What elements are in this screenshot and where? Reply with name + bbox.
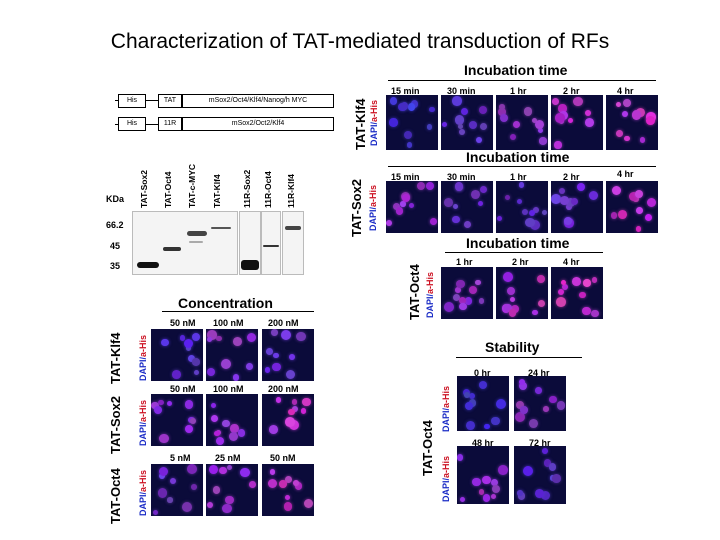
micrograph-image [262, 464, 314, 516]
time-label: 1 hr [456, 257, 473, 267]
micrograph-image [386, 95, 438, 150]
concentration-value: 50 nM [170, 318, 196, 328]
gel-lane-label: 11R-Klf4 [286, 173, 296, 208]
gel-lane-label: 11R-Sox2 [242, 169, 252, 208]
stain-label: DAPI/a-His [138, 469, 148, 516]
stain-label: DAPI/a-His [369, 99, 379, 146]
concentration-value: 100 nM [213, 384, 244, 394]
stain-label: DAPI/a-His [441, 385, 451, 432]
time-label: 2 hr [563, 86, 580, 96]
gel-lane-label: TAT-Oct4 [163, 171, 173, 208]
gel-lane-label: 11R-Oct4 [263, 171, 273, 208]
micrograph-image [551, 181, 603, 233]
gel-panel-11r-klf4 [282, 211, 304, 275]
time-label: 4 hr [617, 86, 634, 96]
stability-protein-label: TAT-Oct4 [420, 420, 435, 476]
concentration-row-label: TAT-Oct4 [108, 468, 123, 524]
micrograph-image [206, 394, 258, 446]
concentration-value: 50 nM [170, 384, 196, 394]
stain-label: DAPI/a-His [368, 184, 378, 231]
construct-tat-genes: mSox2/Oct4/Klf4/Nanog/h MYC [182, 94, 334, 108]
stability-time: 24 hr [528, 368, 550, 378]
concentration-row-label: TAT-Klf4 [108, 332, 123, 384]
stability-header: Stability [485, 339, 540, 355]
stain-label: DAPI/a-His [441, 455, 451, 502]
gel-lane-label: TAT-Klf4 [212, 174, 222, 208]
slide-title: Characterization of TAT-mediated transdu… [110, 30, 610, 53]
incubation-protein-label: TAT-Sox2 [349, 178, 364, 237]
stain-label: DAPI/a-His [138, 399, 148, 446]
micrograph-image [441, 267, 493, 319]
time-label: 30 min [447, 172, 476, 182]
time-label: 2 hr [512, 257, 529, 267]
marker-35: 35 [110, 261, 121, 271]
micrograph-image [496, 95, 548, 150]
time-label: 4 hr [617, 169, 634, 179]
concentration-value: 200 nM [268, 318, 299, 328]
concentration-value: 100 nM [213, 318, 244, 328]
micrograph-image [457, 376, 509, 431]
concentration-header: Concentration [178, 295, 273, 311]
gel-panel-tat [132, 211, 238, 275]
construct-tat-tag: TAT [158, 94, 182, 108]
micrograph-image [551, 267, 603, 319]
micrograph-image [496, 181, 548, 233]
construct-his-tag: His [118, 94, 146, 108]
construct-11r-genes: mSox2/Oct2/Klf4 [182, 117, 334, 131]
construct-his-tag-2: His [118, 117, 146, 131]
marker-66: 66.2 [106, 220, 124, 230]
incubation-protein-label: TAT-Klf4 [353, 98, 368, 150]
time-label: 15 min [391, 86, 420, 96]
micrograph-image [551, 95, 603, 150]
micrograph-image [151, 329, 203, 381]
micrograph-image [457, 446, 509, 504]
micrograph-image [606, 95, 658, 150]
micrograph-image [441, 95, 493, 150]
micrograph-image [514, 376, 566, 431]
stability-time: 0 hr [474, 368, 491, 378]
micrograph-image [606, 181, 658, 233]
micrograph-image [514, 446, 566, 504]
marker-45: 45 [110, 241, 121, 251]
concentration-value: 200 nM [268, 384, 299, 394]
micrograph-image [206, 329, 258, 381]
micrograph-image [151, 464, 203, 516]
micrograph-image [262, 394, 314, 446]
gel-panel-11r-sox2 [239, 211, 261, 275]
time-label: 2 hr [563, 172, 580, 182]
concentration-row-label: TAT-Sox2 [108, 395, 123, 454]
incubation-header: Incubation time [466, 235, 570, 251]
incubation-protein-label: TAT-Oct4 [407, 264, 422, 320]
gel-lane-label: TAT-c-MYC [187, 163, 197, 208]
stain-label: DAPI/a-His [138, 334, 148, 381]
stability-time: 72 hr [529, 438, 551, 448]
gel-panel-11r-oct4 [261, 211, 281, 275]
time-label: 15 min [391, 172, 420, 182]
micrograph-image [441, 181, 493, 233]
gel-lane-label: TAT-Sox2 [139, 170, 149, 208]
stability-time: 48 hr [472, 438, 494, 448]
time-label: 1 hr [510, 172, 527, 182]
time-label: 1 hr [510, 86, 527, 96]
micrograph-image [151, 394, 203, 446]
micrograph-image [496, 267, 548, 319]
concentration-value: 25 nM [215, 453, 241, 463]
concentration-value: 5 nM [170, 453, 191, 463]
gel-unit-label: KDa [106, 194, 125, 204]
concentration-value: 50 nM [270, 453, 296, 463]
incubation-header: Incubation time [464, 62, 568, 78]
time-label: 30 min [447, 86, 476, 96]
micrograph-image [386, 181, 438, 233]
stain-label: DAPI/a-His [425, 271, 435, 318]
micrograph-image [262, 329, 314, 381]
micrograph-image [206, 464, 258, 516]
construct-11r-tag: 11R [158, 117, 182, 131]
incubation-header: Incubation time [466, 149, 570, 165]
time-label: 4 hr [563, 257, 580, 267]
